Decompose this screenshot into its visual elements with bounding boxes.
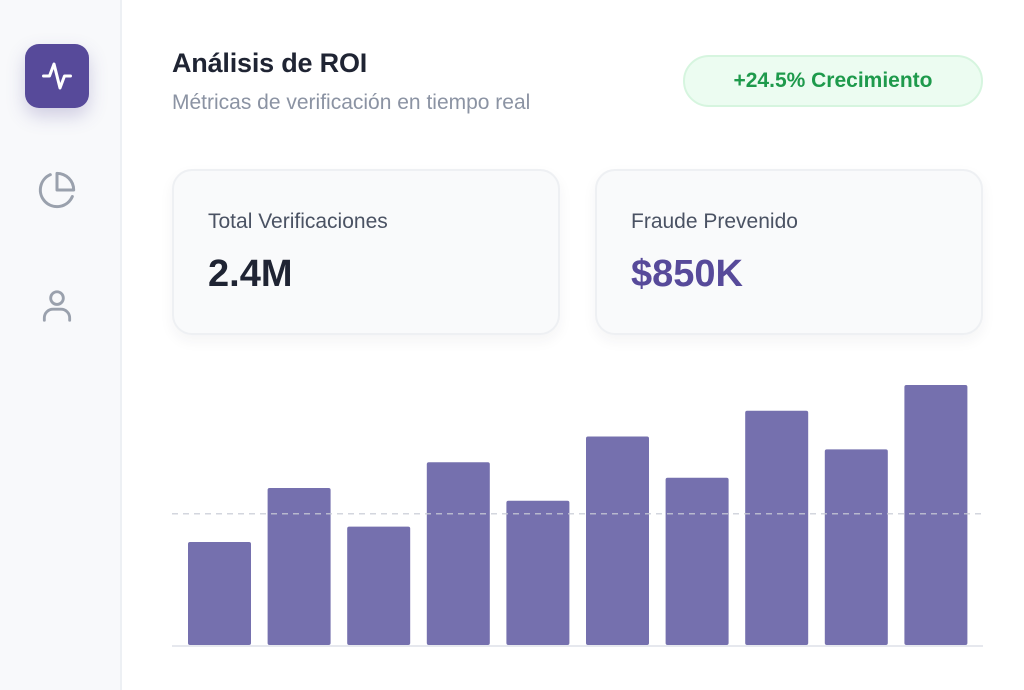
chart-bar-3	[347, 526, 411, 645]
growth-badge: +24.5% Crecimiento	[683, 55, 983, 107]
pie-chart-icon	[38, 171, 76, 209]
user-icon	[42, 290, 72, 322]
stat-label: Total Verificaciones	[208, 210, 388, 233]
activity-icon	[42, 62, 72, 90]
stat-card-fraud-prevented: Fraude Prevenido $850K	[595, 169, 983, 335]
stat-label: Fraude Prevenido	[631, 210, 798, 233]
chart-bar-5	[506, 500, 570, 645]
stat-value: 2.4M	[208, 253, 293, 295]
sidebar	[0, 0, 122, 690]
nav-item-activity[interactable]	[25, 44, 89, 108]
nav-item-analytics[interactable]	[25, 158, 89, 222]
stat-value: $850K	[631, 253, 743, 295]
page-subtitle: Métricas de verificación en tiempo real	[172, 91, 531, 114]
chart-bar-9	[824, 449, 888, 645]
chart-bar-1	[188, 542, 251, 645]
page-title: Análisis de ROI	[172, 48, 368, 78]
chart-bar-4	[426, 462, 490, 645]
chart-bar-8	[745, 410, 809, 645]
chart-bar-10	[904, 385, 968, 645]
nav-item-profile[interactable]	[25, 274, 89, 338]
chart-bar-2	[267, 488, 331, 645]
chart-bar-6	[586, 436, 649, 645]
stat-card-verifications: Total Verificaciones 2.4M	[172, 169, 560, 335]
chart-bar-7	[665, 477, 729, 645]
